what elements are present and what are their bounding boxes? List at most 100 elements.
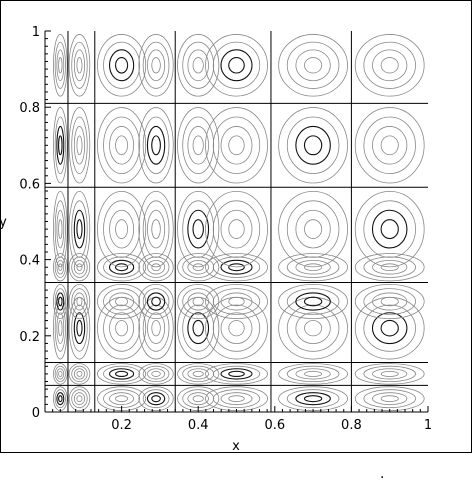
- contour-line: [97, 34, 147, 97]
- contour-line: [278, 363, 348, 385]
- contour-line: [295, 49, 331, 82]
- contour-line: [53, 253, 68, 282]
- contour-line: [138, 191, 174, 268]
- contour-line: [71, 389, 88, 409]
- contour-line: [115, 263, 129, 272]
- contour-line: [103, 365, 141, 383]
- contour-line: [71, 365, 88, 383]
- contour-line: [56, 292, 65, 311]
- contour-line: [295, 368, 331, 380]
- contour-line: [56, 209, 65, 249]
- contour-line: [68, 363, 91, 385]
- contour-line: [220, 312, 253, 345]
- contour-line: [363, 288, 416, 315]
- contour-line: [177, 363, 220, 385]
- contour-line: [54, 389, 66, 409]
- contour-line: [151, 395, 161, 403]
- contour-line: [228, 370, 245, 378]
- contour-line: [76, 395, 83, 403]
- contour-line: [187, 126, 209, 165]
- contour-line: [103, 256, 141, 278]
- contour-line: [58, 320, 63, 337]
- contour-line: [182, 288, 215, 315]
- contour-line: [363, 389, 416, 409]
- x-tick-label: 0.2: [111, 418, 132, 433]
- contour-line: [146, 292, 166, 311]
- contour-line: [286, 365, 340, 383]
- contour-line: [177, 253, 220, 282]
- contour-line: [147, 312, 166, 345]
- contour-line: [304, 370, 323, 377]
- contour-line: [286, 41, 340, 89]
- contour-line: [142, 304, 170, 352]
- contour-line: [138, 283, 174, 320]
- contour-line: [278, 283, 348, 320]
- contour-line: [151, 296, 161, 307]
- contour-line: [205, 386, 268, 412]
- contour-line: [354, 107, 425, 184]
- contour-line: [108, 259, 135, 275]
- contour-line: [54, 41, 66, 89]
- contour-line: [109, 209, 135, 249]
- contour-line: [151, 135, 161, 156]
- y-tick-label: 0.6: [19, 177, 40, 192]
- contour-line: [295, 259, 331, 275]
- contour-line: [151, 320, 161, 337]
- contour-line: [228, 320, 245, 337]
- contour-line: [220, 292, 253, 311]
- contour-line: [53, 283, 68, 320]
- contour-line: [187, 312, 210, 345]
- contour-line: [115, 395, 129, 403]
- contour-line: [286, 256, 340, 278]
- contour-line: [363, 256, 416, 278]
- contour-line: [205, 107, 268, 184]
- contour-line: [372, 292, 408, 311]
- contour-line: [354, 191, 425, 268]
- contour-line: [228, 135, 245, 156]
- contour-line: [182, 365, 215, 383]
- contour-line: [182, 304, 215, 352]
- contour-line: [76, 263, 83, 272]
- contour-line: [192, 135, 204, 156]
- contour-line: [187, 292, 209, 311]
- contour-line: [71, 288, 88, 315]
- contour-line: [303, 135, 323, 156]
- contour-line: [108, 49, 135, 82]
- contour-line: [73, 312, 86, 345]
- contour-line: [54, 288, 66, 315]
- y-tick-label: 1: [32, 25, 40, 40]
- contour-line: [354, 283, 425, 320]
- contour-line: [151, 57, 161, 74]
- contour-line: [177, 191, 220, 268]
- tick-labels: 0.2 0.4 0.6 0.8 1 0 0.2 0.4 0.6 0.8 1: [19, 25, 432, 433]
- contour-line: [58, 296, 63, 307]
- contour-line: [228, 263, 245, 272]
- contour-line: [71, 116, 88, 174]
- contour-line: [354, 363, 425, 385]
- contour-line: [73, 392, 86, 406]
- contour-line: [56, 259, 65, 275]
- contour-line: [354, 253, 425, 282]
- contour-line: [68, 386, 91, 412]
- footnote-mark: .: [380, 466, 384, 482]
- contour-line: [103, 200, 141, 258]
- contour-line: [192, 395, 204, 403]
- contour-line: [212, 116, 261, 174]
- contour-line: [205, 191, 268, 268]
- contour-line: [192, 296, 204, 307]
- contour-line: [372, 126, 408, 165]
- contour-line: [304, 263, 323, 272]
- x-tick-label: 1: [424, 418, 432, 433]
- contour-line: [220, 49, 253, 82]
- contour-line: [54, 304, 66, 352]
- contour-line: [76, 57, 83, 74]
- contour-line: [76, 319, 83, 337]
- contour-line: [68, 283, 91, 320]
- contour-line: [68, 107, 91, 184]
- contour-line: [146, 392, 166, 406]
- contour-line: [58, 135, 63, 156]
- contour-line: [187, 392, 209, 406]
- contour-line: [372, 49, 408, 82]
- contour-line: [97, 107, 147, 184]
- contour-line: [177, 107, 220, 184]
